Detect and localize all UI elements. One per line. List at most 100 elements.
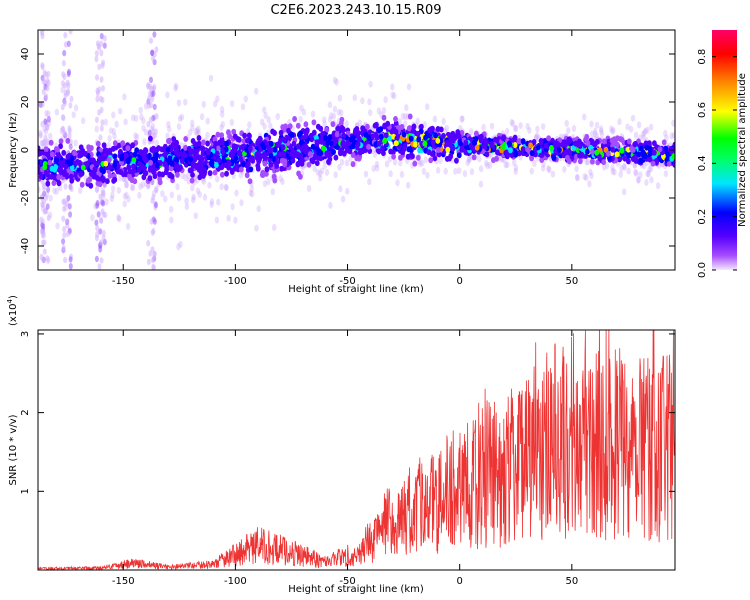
spectrogram-cell — [242, 132, 248, 139]
spectrogram-cell — [425, 171, 430, 179]
spectrogram-cell — [325, 140, 331, 147]
spectrogram-cell — [566, 127, 571, 134]
snr-frame — [37, 329, 676, 571]
spectrogram-cell — [162, 161, 168, 168]
spectrogram-cell — [468, 128, 474, 136]
spectrogram-cell — [122, 192, 128, 200]
spectrogram-cell — [186, 172, 191, 179]
spectrogram-cell — [474, 144, 480, 151]
spectrogram-cell — [238, 166, 244, 173]
spectrogram-cell — [99, 33, 104, 40]
spectrogram-cell — [493, 136, 498, 143]
spectrogram-cell — [122, 93, 127, 101]
spectrogram-cell — [263, 111, 268, 119]
spectrogram-cell — [95, 95, 100, 103]
spectrogram-cell — [189, 167, 194, 174]
spectrogram-cell — [422, 140, 428, 147]
spectrogram-panel: -150 -100 -50 0 50 -40 -20 0 20 40 Height of str… — [8, 29, 676, 295]
spectrogram-cell — [484, 151, 490, 158]
spectrogram-cell — [338, 150, 343, 157]
spectrogram-cell — [167, 155, 173, 162]
spectrogram-cell — [134, 133, 140, 141]
spectrogram-cell — [415, 154, 421, 161]
spectrogram-cell — [141, 124, 146, 132]
spectrogram-cell — [146, 82, 151, 89]
spectrogram-cell — [428, 157, 434, 164]
y-tick-label: 0 — [20, 147, 31, 153]
spectrogram-cell — [520, 146, 526, 153]
colorbar-tick-label: 0.4 — [697, 155, 708, 171]
spectrogram-cell — [299, 139, 304, 146]
colorbar-gradient — [712, 30, 737, 270]
spectrogram-cell — [450, 137, 456, 144]
spectrogram-cell — [636, 176, 641, 184]
spectrogram-cell — [110, 145, 116, 152]
spectrogram-cell — [415, 130, 421, 137]
spectrogram-cell — [254, 152, 260, 159]
spectrogram-cell — [638, 171, 643, 179]
spectrogram-x-ticks: -150 -100 -50 0 50 — [112, 30, 578, 287]
spectrogram-cell — [672, 161, 675, 168]
spectrogram-cell — [132, 151, 138, 158]
spectrogram-cell — [275, 113, 280, 120]
spectrogram-cell — [110, 191, 115, 199]
spectrogram-cell — [167, 125, 172, 133]
spectrogram-cell — [124, 181, 129, 189]
y-tick-label: -20 — [20, 190, 31, 206]
spectrogram-cell — [287, 123, 293, 130]
spectrogram-cell — [401, 131, 407, 138]
spectrogram-cell — [505, 151, 511, 158]
spectrogram-cell — [602, 163, 607, 171]
spectrogram-cell — [99, 125, 104, 132]
spectrogram-cell — [239, 199, 244, 207]
spectrogram-cell — [160, 190, 165, 198]
spectrogram-cell — [147, 175, 153, 182]
spectrogram-cell — [260, 141, 266, 148]
spectrogram-cell — [314, 139, 320, 146]
spectrogram-cell — [54, 108, 60, 116]
spectrogram-cell — [45, 180, 51, 187]
spectrogram-cell — [230, 148, 236, 155]
spectrogram-cell — [333, 171, 338, 179]
spectrogram-cell — [193, 152, 199, 159]
spectrogram-cell — [177, 115, 183, 123]
spectrogram-cell — [392, 92, 397, 100]
spectrogram-cell — [149, 37, 153, 44]
spectrogram-cell — [609, 125, 614, 133]
spectrogram-cell — [130, 184, 136, 192]
spectrogram-cell — [575, 174, 580, 182]
spectrogram-cell — [233, 155, 239, 162]
spectrogram-cell — [188, 156, 194, 163]
spectrogram-cell — [615, 141, 620, 148]
spectrogram-cell — [78, 171, 84, 177]
spectrogram-cell — [577, 158, 583, 165]
spectrogram-cell — [632, 141, 637, 148]
spectrogram-cell — [56, 180, 62, 187]
spectrogram-cell — [138, 106, 143, 114]
spectrogram-cell — [247, 156, 253, 163]
spectrogram-cell — [565, 154, 570, 161]
x-tick-label: -100 — [224, 576, 247, 587]
spectrogram-cell — [306, 161, 312, 168]
spectrogram-cell — [103, 160, 109, 167]
spectrogram-cell — [585, 140, 591, 147]
spectrogram-cell — [42, 248, 47, 255]
spectrogram-cell — [245, 137, 250, 144]
spectrogram-cell — [289, 151, 294, 158]
spectrogram-cell — [397, 118, 402, 125]
spectrogram-cell — [94, 55, 99, 63]
spectrogram-cell — [176, 123, 182, 131]
spectrogram-cell — [223, 162, 229, 169]
spectrogram-cell — [399, 170, 405, 178]
spectrogram-cell — [95, 225, 100, 232]
y-tick-label: 1 — [20, 488, 31, 494]
spectrogram-cell — [352, 129, 358, 136]
spectrogram-cell — [426, 149, 432, 156]
x-tick-label: 0 — [456, 276, 462, 287]
spectrogram-cell — [663, 129, 668, 137]
spectrogram-cell — [436, 142, 442, 149]
colorbar-tick-label: 0.6 — [697, 102, 708, 118]
spectrogram-cell — [54, 157, 59, 164]
spectrogram-cell — [154, 152, 160, 158]
spectrogram-cell — [223, 183, 228, 191]
